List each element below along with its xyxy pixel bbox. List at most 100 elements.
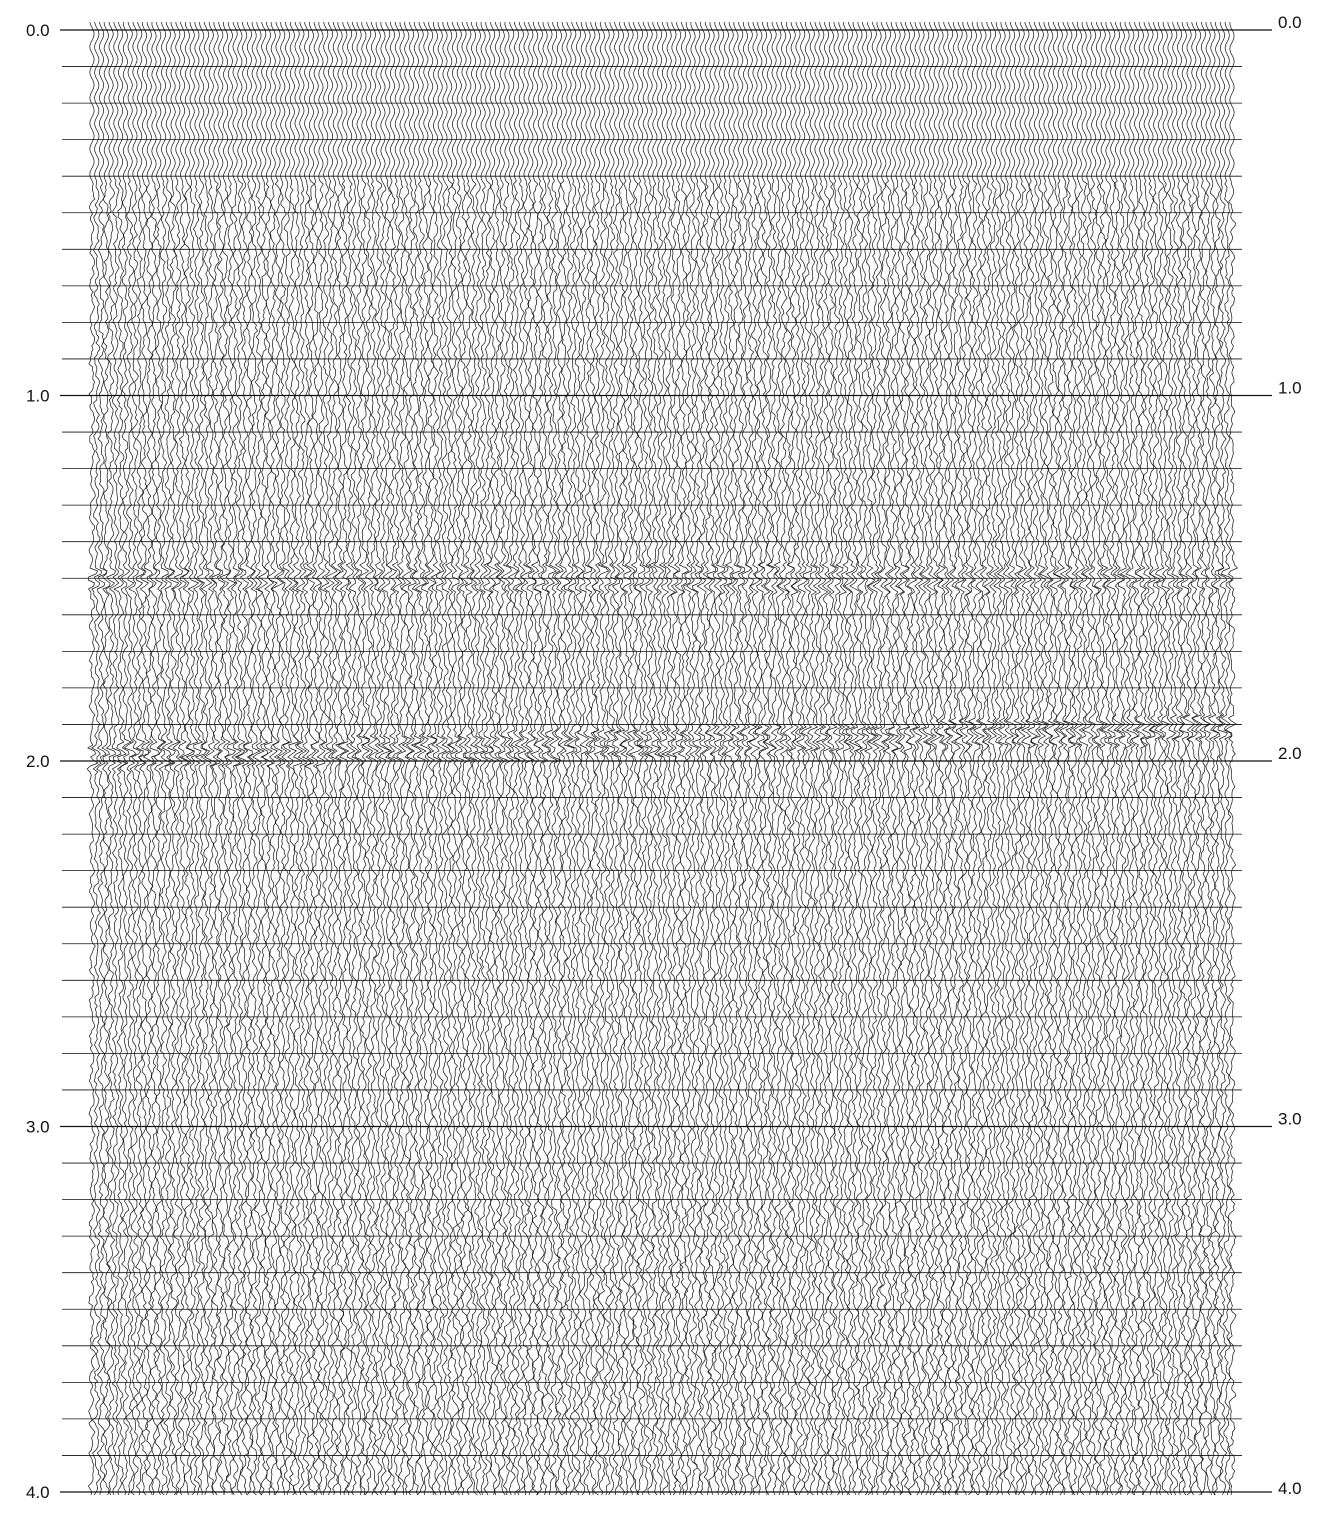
- seismic-trace: [309, 21, 323, 1496]
- seismic-trace: [815, 21, 829, 1496]
- seismic-trace: [190, 21, 204, 1496]
- seismic-trace: [1178, 21, 1190, 1496]
- seismic-trace: [544, 21, 558, 1496]
- left-tick-label: 1.0: [26, 387, 50, 406]
- left-tick-label: 2.0: [26, 752, 50, 771]
- seismic-trace: [243, 21, 256, 1496]
- seismic-trace: [786, 21, 799, 1496]
- seismic-trace: [539, 21, 551, 1496]
- seismic-trace: [401, 21, 414, 1496]
- seismic-trace: [234, 21, 246, 1496]
- seismic-trace: [1154, 21, 1167, 1496]
- seismic-trace: [763, 22, 778, 1496]
- seismic-trace: [1145, 21, 1157, 1496]
- seismic-trace: [219, 22, 231, 1496]
- seismic-trace: [1100, 21, 1114, 1496]
- seismic-trace: [180, 21, 195, 1496]
- seismic-trace: [1208, 21, 1220, 1496]
- seismic-trace: [548, 21, 562, 1496]
- seismic-trace: [210, 21, 222, 1496]
- seismic-trace: [1039, 21, 1053, 1496]
- seismic-trace: [758, 21, 771, 1496]
- seismic-trace: [1169, 21, 1181, 1496]
- right-tick-label: 0.0: [1278, 13, 1302, 32]
- seismic-trace: [916, 21, 929, 1496]
- seismic-trace: [236, 21, 250, 1496]
- seismic-trace: [987, 21, 1000, 1496]
- seismic-trace: [1088, 21, 1100, 1496]
- seismic-trace: [157, 21, 172, 1496]
- seismic-trace: [843, 21, 857, 1496]
- seismic-trace: [925, 21, 939, 1496]
- seismic-trace: [1125, 21, 1139, 1496]
- seismic-trace: [108, 21, 123, 1496]
- seismic-trace: [344, 21, 356, 1496]
- seismic-trace: [610, 21, 622, 1496]
- seismic-trace: [653, 21, 665, 1496]
- seismic-trace: [424, 21, 437, 1496]
- seismic-trace: [396, 21, 408, 1496]
- seismic-trace: [96, 21, 108, 1496]
- seismic-trace: [573, 21, 585, 1496]
- seismic-trace: [1078, 22, 1090, 1496]
- seismic-trace: [701, 21, 713, 1496]
- seismic-trace: [1005, 21, 1019, 1496]
- left-tick-label: 4.0: [26, 1483, 50, 1502]
- seismic-trace: [514, 21, 527, 1496]
- seismic-trace: [812, 21, 824, 1496]
- seismic-trace: [1173, 21, 1185, 1496]
- seismic-trace: [334, 21, 347, 1495]
- seismic-trace: [646, 21, 661, 1496]
- seismic-trace: [287, 21, 299, 1496]
- seismic-trace: [1112, 21, 1125, 1496]
- left-tick-label: 0.0: [26, 21, 50, 40]
- seismic-trace: [939, 21, 951, 1496]
- seismic-trace: [892, 21, 904, 1496]
- seismic-trace: [330, 21, 342, 1496]
- seismic-trace: [1217, 21, 1229, 1496]
- seismic-trace: [735, 21, 747, 1496]
- seismic-trace: [704, 21, 717, 1496]
- seismic-trace: [945, 21, 956, 1496]
- seismic-trace: [1202, 21, 1214, 1496]
- seismic-trace: [230, 21, 242, 1496]
- seismic-trace: [660, 21, 676, 1496]
- seismic-trace: [500, 22, 514, 1496]
- right-time-axis: 0.0 1.0 2.0 3.0 4.0: [1278, 13, 1302, 1498]
- seismic-trace: [520, 21, 534, 1496]
- seismic-trace: [482, 21, 495, 1496]
- seismic-trace: [964, 21, 975, 1496]
- seismic-trace: [729, 22, 742, 1496]
- seismic-trace: [558, 21, 572, 1496]
- seismic-trace: [614, 21, 628, 1496]
- seismic-trace: [1141, 21, 1153, 1496]
- seismic-trace: [619, 21, 632, 1496]
- seismic-trace: [854, 21, 866, 1496]
- seismic-trace: [410, 21, 423, 1496]
- seismic-trace: [582, 21, 596, 1496]
- seismic-trace: [1116, 21, 1127, 1496]
- seismic-trace: [303, 21, 319, 1496]
- seismic-trace: [782, 21, 795, 1496]
- seismic-trace: [586, 21, 600, 1496]
- seismic-trace: [276, 21, 291, 1496]
- seismic-trace: [505, 21, 520, 1496]
- seismic-trace: [773, 21, 785, 1496]
- seismic-trace: [463, 21, 475, 1496]
- seismic-trace: [992, 22, 1004, 1496]
- seismic-trace: [373, 21, 385, 1496]
- seismic-trace: [1068, 21, 1081, 1496]
- seismic-trace: [419, 21, 432, 1496]
- seismic-trace: [260, 21, 275, 1496]
- seismic-trace: [161, 21, 175, 1496]
- seismic-trace: [967, 21, 982, 1496]
- seismic-trace: [807, 21, 819, 1496]
- seismic-trace: [248, 21, 261, 1496]
- seismic-trace: [563, 21, 575, 1496]
- seismic-trace: [790, 21, 806, 1496]
- seismic-trace: [948, 21, 963, 1496]
- right-tick-label: 2.0: [1278, 744, 1302, 763]
- seismic-trace: [142, 21, 156, 1496]
- seismic-trace: [1044, 22, 1057, 1496]
- seismic-trace: [91, 21, 102, 1496]
